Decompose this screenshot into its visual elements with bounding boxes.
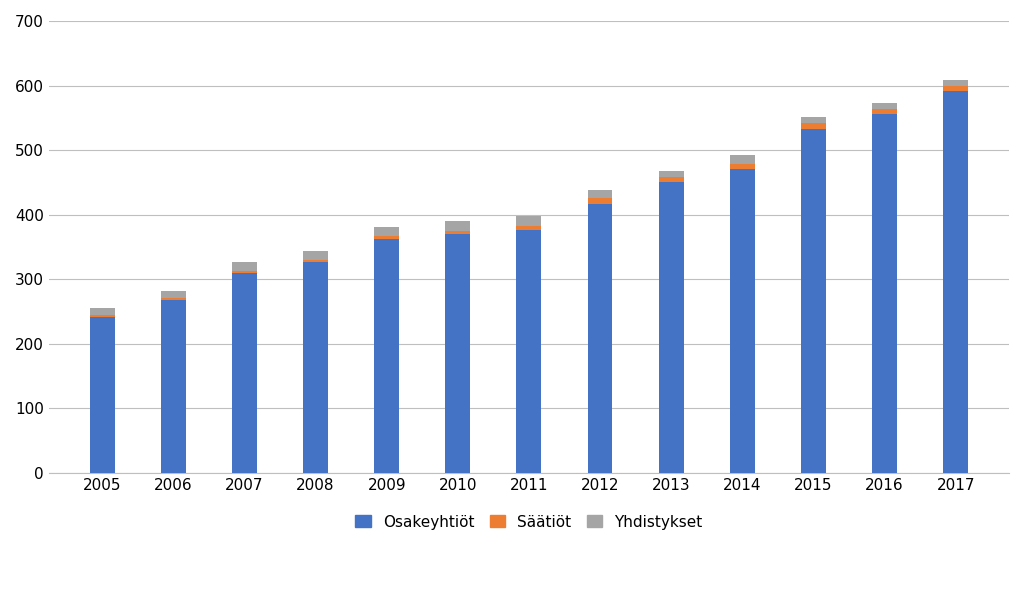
Bar: [872, 109, 897, 114]
Bar: [658, 182, 684, 472]
Bar: [658, 171, 684, 177]
Bar: [588, 199, 612, 203]
Bar: [730, 155, 755, 164]
Bar: [374, 227, 399, 236]
Bar: [445, 234, 470, 472]
Bar: [588, 203, 612, 472]
Bar: [801, 117, 826, 123]
Bar: [445, 221, 470, 231]
Bar: [801, 129, 826, 472]
Bar: [232, 273, 257, 472]
Bar: [303, 260, 328, 262]
Bar: [943, 86, 968, 90]
Bar: [90, 308, 115, 315]
Bar: [232, 262, 257, 271]
Bar: [943, 80, 968, 86]
Bar: [161, 292, 185, 298]
Bar: [90, 315, 115, 317]
Bar: [658, 177, 684, 182]
Bar: [232, 271, 257, 273]
Bar: [730, 170, 755, 472]
Bar: [872, 103, 897, 109]
Bar: [801, 123, 826, 129]
Bar: [161, 300, 185, 472]
Bar: [516, 230, 542, 472]
Bar: [90, 317, 115, 472]
Bar: [161, 298, 185, 300]
Bar: [303, 250, 328, 260]
Bar: [374, 239, 399, 472]
Bar: [516, 216, 542, 226]
Legend: Osakeyhtiöt, Säätiöt, Yhdistykset: Osakeyhtiöt, Säätiöt, Yhdistykset: [348, 507, 710, 537]
Bar: [303, 262, 328, 472]
Bar: [943, 90, 968, 472]
Bar: [872, 114, 897, 472]
Bar: [374, 236, 399, 239]
Bar: [730, 164, 755, 170]
Bar: [588, 190, 612, 199]
Bar: [445, 231, 470, 234]
Bar: [516, 226, 542, 230]
